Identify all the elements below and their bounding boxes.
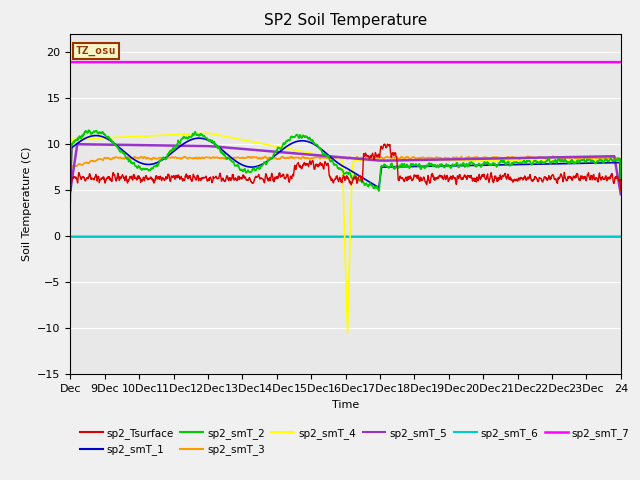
sp2_smT_6 (446, 234, 454, 240)
sp2_smT_4 (617, 188, 625, 194)
sp2_smT_5 (165, 143, 173, 148)
sp2_smT_3 (582, 155, 589, 161)
sp2_smT_1 (582, 160, 589, 166)
sp2_smT_3 (316, 155, 323, 160)
sp2_smT_6 (316, 234, 323, 240)
sp2_smT_3 (67, 199, 74, 205)
sp2_smT_1 (348, 168, 356, 174)
sp2_Tsurface (67, 187, 74, 193)
sp2_Tsurface (381, 141, 388, 147)
Legend: sp2_Tsurface, sp2_smT_1, sp2_smT_2, sp2_smT_3, sp2_smT_4, sp2_smT_5, sp2_smT_6, : sp2_Tsurface, sp2_smT_1, sp2_smT_2, sp2_… (76, 424, 634, 459)
sp2_smT_4 (316, 152, 323, 157)
sp2_Tsurface (617, 187, 625, 193)
sp2_smT_7 (582, 59, 589, 65)
sp2_smT_6 (67, 234, 74, 240)
sp2_smT_2 (375, 188, 383, 193)
sp2_smT_3 (617, 181, 625, 187)
sp2_smT_1 (67, 190, 74, 195)
sp2_smT_3 (165, 155, 173, 160)
sp2_smT_1 (446, 163, 454, 168)
Y-axis label: Soil Temperature (C): Soil Temperature (C) (22, 147, 32, 261)
sp2_smT_6 (582, 234, 589, 240)
sp2_smT_4 (165, 132, 173, 138)
sp2_smT_2 (85, 127, 93, 133)
sp2_smT_7 (348, 59, 356, 65)
Line: sp2_smT_2: sp2_smT_2 (70, 130, 621, 191)
sp2_smT_1 (316, 145, 323, 151)
sp2_smT_7 (67, 59, 74, 65)
sp2_smT_7 (77, 59, 84, 65)
sp2_smT_5 (67, 187, 74, 193)
sp2_smT_2 (165, 149, 173, 155)
sp2_smT_4 (349, 165, 356, 170)
sp2_smT_5 (316, 153, 323, 158)
sp2_smT_4 (77, 136, 84, 142)
sp2_Tsurface (348, 180, 356, 186)
sp2_smT_2 (67, 180, 74, 185)
X-axis label: Time: Time (332, 400, 359, 409)
sp2_smT_6 (348, 234, 356, 240)
sp2_smT_3 (348, 156, 356, 161)
Text: TZ_osu: TZ_osu (76, 46, 116, 56)
sp2_Tsurface (446, 176, 454, 182)
sp2_Tsurface (316, 161, 323, 167)
sp2_smT_5 (74, 141, 81, 147)
sp2_smT_2 (447, 165, 454, 171)
sp2_smT_2 (582, 159, 590, 165)
sp2_smT_3 (446, 156, 454, 161)
sp2_smT_1 (92, 132, 100, 138)
sp2_smT_2 (77, 134, 84, 140)
Line: sp2_Tsurface: sp2_Tsurface (70, 144, 621, 190)
sp2_smT_4 (67, 185, 74, 191)
sp2_smT_3 (77, 162, 84, 168)
sp2_Tsurface (77, 176, 84, 181)
sp2_smT_3 (550, 153, 557, 159)
sp2_smT_5 (77, 142, 85, 147)
sp2_smT_6 (617, 234, 625, 240)
sp2_smT_2 (617, 188, 625, 193)
sp2_smT_5 (348, 156, 356, 161)
sp2_smT_2 (348, 176, 356, 182)
Line: sp2_smT_3: sp2_smT_3 (70, 156, 621, 202)
sp2_smT_5 (582, 154, 589, 160)
sp2_smT_6 (77, 234, 84, 240)
sp2_smT_1 (617, 187, 625, 193)
sp2_Tsurface (165, 172, 173, 178)
Line: sp2_smT_4: sp2_smT_4 (70, 133, 621, 333)
Line: sp2_smT_1: sp2_smT_1 (70, 135, 621, 192)
sp2_smT_2 (316, 145, 323, 151)
sp2_smT_7 (617, 59, 625, 65)
sp2_smT_4 (204, 130, 211, 136)
sp2_smT_5 (446, 156, 454, 162)
sp2_smT_7 (165, 59, 173, 65)
sp2_smT_4 (447, 158, 454, 164)
Line: sp2_smT_5: sp2_smT_5 (70, 144, 621, 194)
sp2_smT_7 (316, 59, 323, 65)
sp2_smT_1 (165, 152, 173, 158)
sp2_smT_7 (446, 59, 454, 65)
Title: SP2 Soil Temperature: SP2 Soil Temperature (264, 13, 428, 28)
sp2_smT_6 (165, 234, 173, 240)
sp2_smT_4 (344, 330, 351, 336)
sp2_smT_1 (77, 138, 84, 144)
sp2_Tsurface (582, 177, 589, 182)
sp2_smT_4 (582, 158, 590, 164)
sp2_smT_5 (617, 192, 625, 197)
